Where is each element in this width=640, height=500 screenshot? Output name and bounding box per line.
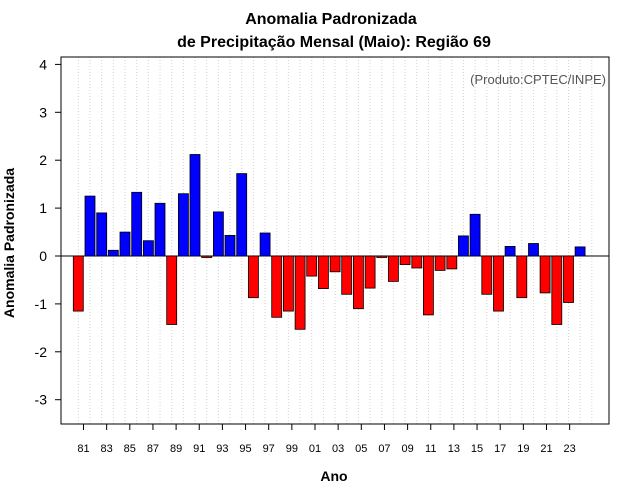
bar-15 xyxy=(481,255,493,295)
bar-04 xyxy=(352,255,364,310)
bar-02 xyxy=(329,255,341,273)
bar-18 xyxy=(516,255,528,299)
x-tick-label: 07 xyxy=(378,443,390,455)
bar-05 xyxy=(364,255,376,289)
bar-89 xyxy=(177,193,189,257)
x-tick-label: 17 xyxy=(494,443,506,455)
x-tick-label: 09 xyxy=(401,443,413,455)
bar-80 xyxy=(72,255,84,312)
bar-97 xyxy=(271,255,283,318)
bar-99 xyxy=(294,255,306,330)
bar-22 xyxy=(563,255,574,303)
bar-23 xyxy=(574,246,586,257)
bar-92 xyxy=(212,211,224,257)
x-tick-label: 81 xyxy=(77,443,89,455)
bar-82 xyxy=(96,212,108,257)
x-tick-label: 15 xyxy=(471,443,483,455)
y-tick-label: -2 xyxy=(35,344,48,360)
bar-94 xyxy=(236,173,248,257)
x-tick-label: 99 xyxy=(286,443,298,455)
x-axis-title: Ano xyxy=(320,468,347,484)
bar-20 xyxy=(539,255,551,294)
x-tick-label: 21 xyxy=(540,443,552,455)
bar-19 xyxy=(528,243,539,257)
y-tick-label: 3 xyxy=(39,104,47,120)
bar-07 xyxy=(387,255,399,282)
x-tick-label: 95 xyxy=(239,443,251,455)
y-tick-label: 4 xyxy=(39,56,47,72)
bar-93 xyxy=(224,234,236,257)
bars xyxy=(72,154,586,330)
bar-85 xyxy=(131,191,143,257)
bar-06 xyxy=(376,255,388,258)
bar-87 xyxy=(154,202,166,257)
chart-title: Anomalia Padronizada xyxy=(245,11,417,28)
x-tick-label: 89 xyxy=(170,443,182,455)
credit-label: (Produto:CPTEC/INPE) xyxy=(470,72,606,87)
bar-16 xyxy=(493,255,504,312)
x-tick-label: 91 xyxy=(193,443,205,455)
bar-88 xyxy=(166,255,178,325)
x-tick-label: 23 xyxy=(564,443,576,455)
bar-13 xyxy=(457,235,469,257)
bar-81 xyxy=(84,195,96,257)
bar-84 xyxy=(119,231,131,257)
bar-09 xyxy=(411,255,423,269)
y-tick-label: 0 xyxy=(39,248,47,264)
x-tick-label: 01 xyxy=(309,443,321,455)
chart-subtitle: de Precipitação Mensal (Maio): Região 69 xyxy=(177,34,491,51)
bar-91 xyxy=(201,255,213,258)
bar-11 xyxy=(434,255,446,271)
x-tick-label: 93 xyxy=(216,443,228,455)
bar-17 xyxy=(504,245,516,257)
x-tick-label: 97 xyxy=(263,443,275,455)
bar-01 xyxy=(317,255,329,289)
x-tick-label: 87 xyxy=(147,443,159,455)
bar-96 xyxy=(259,232,271,257)
bar-83 xyxy=(107,249,119,257)
x-tick-label: 13 xyxy=(448,443,460,455)
bar-03 xyxy=(341,255,353,295)
x-tick-label: 83 xyxy=(101,443,113,455)
y-tick-label: 2 xyxy=(39,152,47,168)
x-tick-label: 11 xyxy=(425,443,436,455)
bar-90 xyxy=(189,154,201,257)
y-tick-label: -1 xyxy=(35,296,48,312)
plot-frame xyxy=(60,56,610,425)
bar-86 xyxy=(142,240,154,257)
x-tick-label: 03 xyxy=(332,443,344,455)
bar-95 xyxy=(247,255,259,299)
bar-98 xyxy=(282,255,294,312)
y-axis-title: Anomalia Padronizada xyxy=(1,168,17,318)
x-tick-label: 19 xyxy=(517,443,529,455)
bar-14 xyxy=(469,213,481,257)
y-tick-label: -3 xyxy=(35,392,48,408)
x-tick-label: 05 xyxy=(355,443,367,455)
x-tick-label: 85 xyxy=(124,443,136,455)
bar-10 xyxy=(422,255,434,316)
bar-21 xyxy=(551,255,563,325)
y-axis: -3 -2 -1 0 1 2 3 4 xyxy=(35,56,61,408)
bar-12 xyxy=(446,255,458,270)
x-axis: 81 83 85 87 89 91 93 95 97 99 01 03 05 07 09 11 13 15 17 19… xyxy=(77,424,576,455)
bar-00 xyxy=(306,255,318,277)
y-tick-label: 1 xyxy=(39,200,47,216)
bar-08 xyxy=(399,255,411,266)
